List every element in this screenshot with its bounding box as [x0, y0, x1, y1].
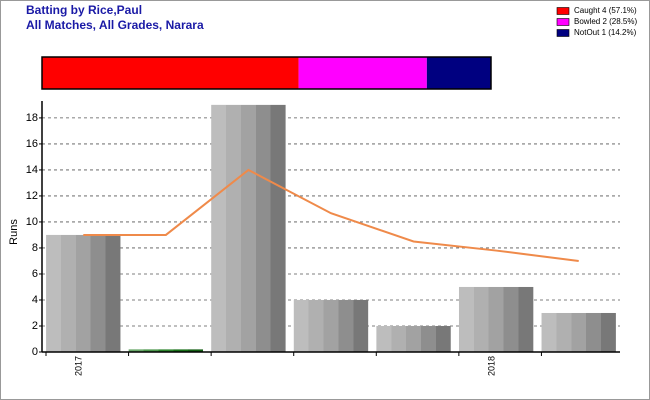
- dismissal-segment: [298, 57, 427, 89]
- bar-shade: [128, 349, 204, 352]
- y-tick-label: 16: [26, 138, 38, 150]
- chart-title: Batting by Rice,Paul: [26, 3, 142, 17]
- y-tick-label: 6: [32, 268, 38, 280]
- y-tick-label: 18: [26, 112, 38, 124]
- average-line: [83, 168, 579, 262]
- y-tick-label: 10: [26, 216, 38, 228]
- bar-shade: [541, 312, 616, 352]
- y-tick-label: 0: [32, 346, 38, 358]
- x-tick-label: 2017: [74, 356, 84, 376]
- dismissal-segment: [42, 57, 299, 89]
- bar-shade: [376, 325, 451, 352]
- y-tick-label: 8: [32, 242, 38, 254]
- y-tick-label: 4: [32, 294, 38, 306]
- legend-label: NotOut 1 (14.2%): [574, 28, 637, 37]
- bar-shade: [211, 104, 286, 353]
- legend-swatch: [556, 18, 570, 26]
- y-tick-label: 14: [26, 164, 38, 176]
- y-tick-label: 2: [32, 320, 38, 332]
- legend-label: Caught 4 (57.1%): [574, 6, 637, 15]
- chart-subtitle: All Matches, All Grades, Narara: [26, 18, 204, 32]
- bar-shade: [46, 234, 121, 352]
- legend-swatch: [556, 7, 570, 15]
- y-tick-label: 12: [26, 190, 38, 202]
- legend-swatch: [556, 29, 570, 37]
- x-tick-label: 2018: [487, 356, 497, 376]
- bar-shade: [293, 299, 369, 352]
- y-axis-label: Runs: [8, 219, 20, 245]
- dismissal-frame: [41, 56, 492, 90]
- bar-shade: [458, 286, 534, 352]
- dismissal-segment: [426, 57, 491, 89]
- legend-label: Bowled 2 (28.5%): [574, 17, 637, 26]
